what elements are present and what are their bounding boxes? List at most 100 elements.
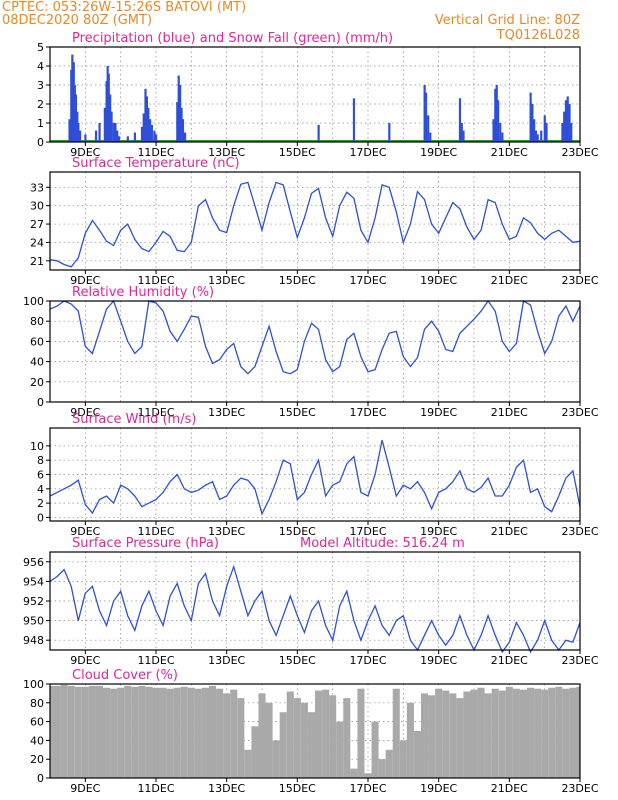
cloud-column	[279, 712, 287, 778]
series-line	[49, 440, 581, 516]
x-tick-label: 15DEC	[279, 274, 316, 287]
cloud-column	[505, 686, 513, 778]
panel-title: Surface Pressure (hPa)	[72, 536, 219, 551]
cloud-column	[81, 686, 89, 778]
x-tick-label: 9DEC	[70, 146, 100, 159]
panel-title: Precipitation (blue) and Snow Fall (gree…	[72, 31, 393, 46]
cloud-column	[103, 687, 111, 778]
panel-frame	[49, 46, 581, 143]
y-tick-label: 2	[37, 497, 44, 510]
x-tick-label: 21DEC	[491, 274, 528, 287]
x-tick-label: 13DEC	[208, 274, 245, 287]
precip-bar	[79, 130, 82, 142]
precip-bar	[564, 100, 568, 142]
cloud-column	[209, 685, 217, 778]
y-tick-label: 0	[37, 511, 44, 524]
cloud-column	[534, 688, 542, 778]
precip-bar	[462, 130, 465, 142]
precip-bar	[114, 123, 117, 142]
x-tick-label: 9DEC	[70, 782, 100, 795]
x-tick-label: 21DEC	[491, 654, 528, 667]
cloud-column	[50, 685, 54, 778]
precip-bar	[155, 134, 158, 142]
precip-bar	[536, 134, 539, 142]
cloud-column	[315, 690, 323, 778]
y-tick-label: 5	[37, 41, 44, 54]
precip-bar	[116, 130, 119, 142]
precip-bar	[181, 119, 185, 142]
cloud-column	[555, 686, 563, 778]
precip-bar	[98, 123, 101, 142]
x-tick-label: 15DEC	[279, 146, 316, 159]
series-line	[49, 299, 581, 375]
grid: 948 950 952 954 956	[23, 552, 580, 650]
x-tick-label: 11DEC	[137, 782, 174, 795]
precip-bar	[71, 54, 74, 142]
cloud-column	[180, 686, 188, 778]
cloud-column	[152, 687, 160, 778]
precip-bar	[183, 132, 187, 142]
cloud-column	[293, 698, 301, 778]
precip-bar	[494, 88, 497, 142]
cloud-column	[67, 685, 75, 778]
cloud-column	[286, 691, 294, 778]
precip-bar	[568, 104, 571, 142]
panel-title: Cloud Cover (%)	[72, 668, 178, 683]
precip-bar	[570, 123, 573, 142]
cloud-column	[216, 688, 224, 778]
x-tick-label: 13DEC	[208, 782, 245, 795]
x-tick-label: 19DEC	[420, 274, 457, 287]
precip-bar	[460, 123, 463, 142]
precip-bar	[317, 124, 320, 142]
y-tick-label: 0	[37, 136, 44, 149]
cloud-column	[300, 702, 308, 778]
precip-bar	[566, 96, 569, 142]
cloud-column	[378, 759, 386, 778]
x-tick-label: 19DEC	[420, 146, 457, 159]
cloud-column	[357, 688, 365, 778]
cloud-column	[470, 689, 478, 778]
precip-bar	[117, 136, 121, 142]
panel-title: Relative Humidity (%)	[72, 285, 214, 300]
x-tick-label: 17DEC	[349, 654, 386, 667]
cloud-column	[406, 702, 414, 778]
y-tick-label: 950	[23, 615, 44, 628]
y-tick-label: 21	[30, 255, 44, 268]
cloud-column	[527, 687, 535, 778]
precip-bar	[176, 102, 179, 142]
precip-bar	[495, 85, 498, 142]
x-tick-label: 21DEC	[491, 146, 528, 159]
cloud-column	[456, 698, 464, 778]
cloud-column	[124, 685, 132, 778]
panel-frame	[49, 427, 581, 522]
precip-bar	[501, 132, 504, 142]
cloud-column	[428, 695, 436, 778]
y-tick-label: 0	[37, 396, 44, 409]
series-line	[49, 564, 581, 654]
y-tick-label: 1	[37, 117, 44, 130]
cloud-column	[364, 773, 372, 778]
series	[49, 440, 581, 516]
cloud-column	[166, 688, 174, 778]
precip-bar	[110, 111, 113, 142]
panels: Precipitation (blue) and Snow Fall (gree…	[23, 31, 599, 795]
x-tick-label: 11DEC	[137, 654, 174, 667]
precip-bar	[140, 126, 144, 142]
precip-bar	[68, 119, 71, 142]
cloud-column	[569, 687, 577, 778]
panel-frame	[49, 683, 581, 779]
x-tick-label: 9DEC	[70, 525, 100, 538]
precip-bar	[148, 119, 152, 142]
panel-3: Relative Humidity (%) 0 20 40 60 80 100 9DEC 11D…	[23, 285, 599, 419]
x-tick-label: 13DEC	[208, 525, 245, 538]
y-tick-label: 30	[30, 200, 44, 213]
precip-bar	[561, 123, 564, 142]
precip-bar	[150, 124, 153, 142]
y-tick-label: 4	[37, 483, 44, 496]
y-tick-label: 3	[37, 79, 44, 92]
y-tick-label: 40	[30, 734, 44, 747]
cloud-column	[272, 740, 280, 778]
cloud-column	[138, 685, 146, 778]
cloud-column	[329, 695, 337, 778]
precip-bar	[126, 136, 129, 142]
